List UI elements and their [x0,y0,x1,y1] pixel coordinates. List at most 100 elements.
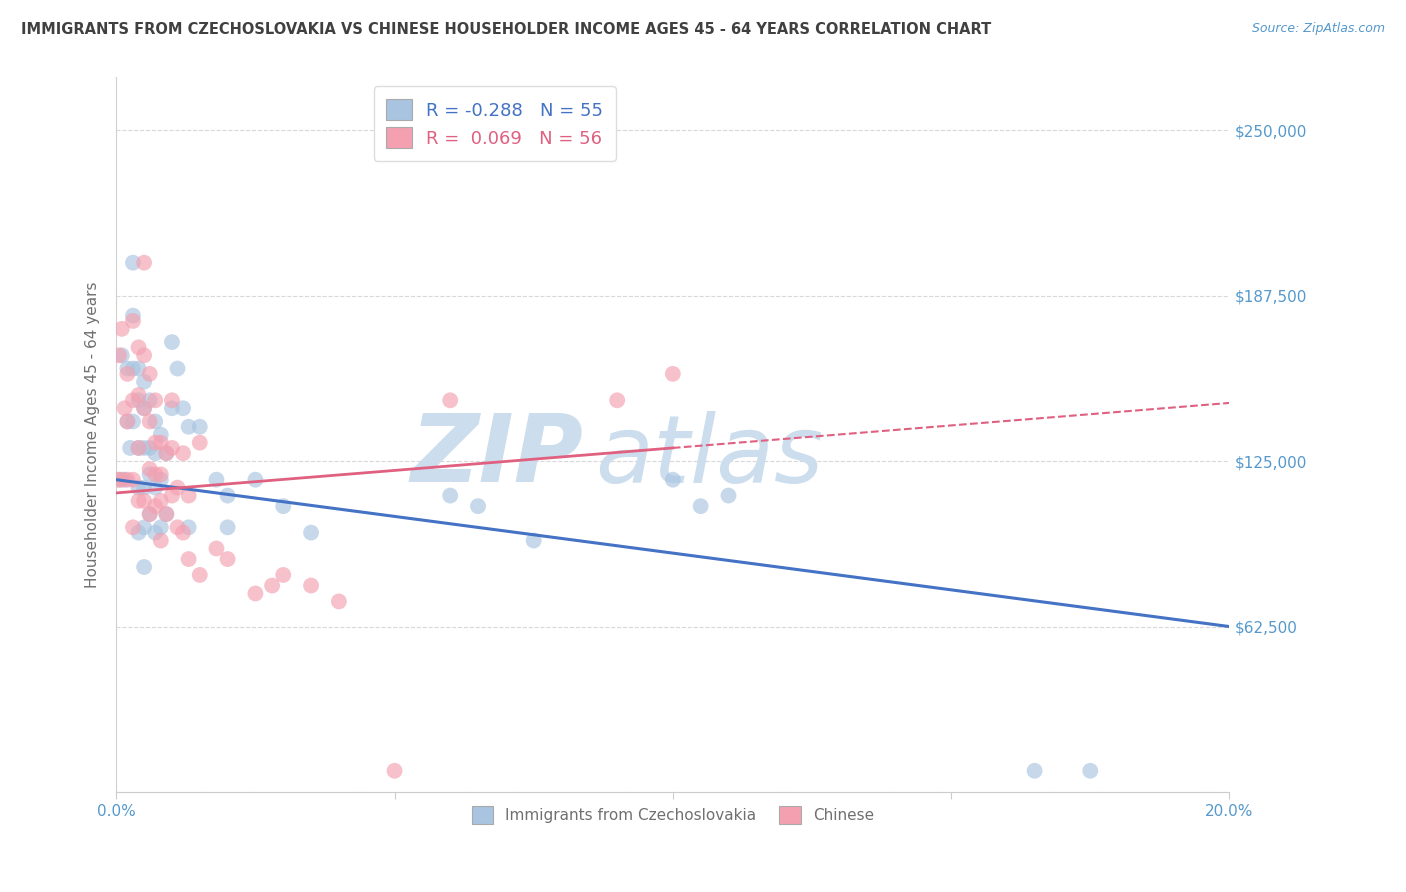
Point [262,578,284,592]
Point [439,489,461,503]
Point [149,435,172,450]
Point [132,401,155,416]
Point [717,489,740,503]
Point [467,499,489,513]
Point [299,578,322,592]
Point [217,552,239,566]
Point [128,361,150,376]
Point [122,393,145,408]
Point [205,541,228,556]
Point [1024,764,1046,778]
Point [160,393,183,408]
Point [128,481,150,495]
Point [245,473,267,487]
Point [149,533,172,548]
Point [132,494,155,508]
Point [172,401,194,416]
Point [177,419,200,434]
Point [143,435,166,450]
Point [271,499,294,513]
Point [166,361,188,376]
Text: ZIP: ZIP [411,410,583,502]
Point [122,473,145,487]
Point [128,494,150,508]
Text: Source: ZipAtlas.com: Source: ZipAtlas.com [1251,22,1385,36]
Point [143,467,166,482]
Point [132,375,155,389]
Point [122,314,145,328]
Point [120,441,142,455]
Point [128,441,150,455]
Point [155,507,177,521]
Point [143,446,166,460]
Point [122,520,145,534]
Point [1078,764,1101,778]
Point [128,340,150,354]
Point [689,499,711,513]
Point [108,473,131,487]
Point [149,427,172,442]
Point [160,334,183,349]
Point [132,481,155,495]
Point [138,367,160,381]
Point [160,489,183,503]
Point [172,525,194,540]
Point [662,367,685,381]
Point [132,560,155,574]
Point [205,473,228,487]
Point [128,388,150,402]
Point [128,441,150,455]
Point [155,507,177,521]
Point [149,520,172,534]
Point [149,473,172,487]
Point [299,525,322,540]
Point [177,489,200,503]
Point [177,520,200,534]
Point [111,348,134,362]
Point [114,473,136,487]
Point [138,414,160,428]
Point [172,446,194,460]
Text: IMMIGRANTS FROM CZECHOSLOVAKIA VS CHINESE HOUSEHOLDER INCOME AGES 45 - 64 YEARS : IMMIGRANTS FROM CZECHOSLOVAKIA VS CHINES… [21,22,991,37]
Point [188,435,211,450]
Point [439,393,461,408]
Point [138,462,160,476]
Point [132,348,155,362]
Point [117,414,139,428]
Point [132,255,155,269]
Point [177,552,200,566]
Point [166,520,188,534]
Point [122,414,145,428]
Point [108,348,131,362]
Point [117,367,139,381]
Point [107,473,129,487]
Point [155,446,177,460]
Point [138,507,160,521]
Point [149,467,172,482]
Point [117,361,139,376]
Point [128,525,150,540]
Point [138,467,160,482]
Point [122,361,145,376]
Point [122,255,145,269]
Point [111,473,134,487]
Point [138,393,160,408]
Point [160,441,183,455]
Point [114,401,136,416]
Point [149,494,172,508]
Point [384,764,406,778]
Point [128,393,150,408]
Point [132,520,155,534]
Point [132,441,155,455]
Point [132,401,155,416]
Point [271,568,294,582]
Point [662,473,685,487]
Point [606,393,628,408]
Point [166,481,188,495]
Point [328,594,350,608]
Point [143,393,166,408]
Text: atlas: atlas [595,410,823,501]
Point [245,586,267,600]
Point [143,414,166,428]
Point [155,446,177,460]
